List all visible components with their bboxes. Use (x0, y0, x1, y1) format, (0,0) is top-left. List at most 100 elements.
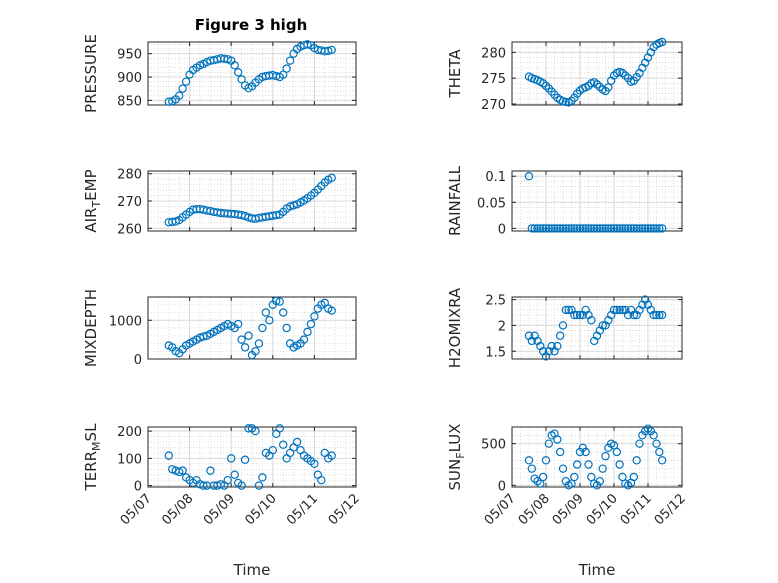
data-point (558, 321, 568, 330)
data-point (626, 224, 636, 233)
data-point (652, 439, 661, 448)
y-tick-label: 200 (117, 425, 142, 440)
x-tick-label: 05/11 (284, 491, 321, 528)
y-axis-label: PRESSURE (82, 34, 100, 113)
data-point (244, 331, 253, 340)
data-point (527, 464, 537, 473)
data-point (643, 224, 653, 233)
data-point (555, 447, 565, 457)
data-point (618, 224, 627, 233)
data-point (640, 426, 650, 436)
data-point (558, 464, 568, 473)
y-tick-label: 0 (134, 353, 142, 368)
data-point (327, 173, 336, 183)
x-tick-label: 05/09 (201, 491, 238, 528)
data-point (237, 481, 246, 490)
data-point (303, 327, 312, 337)
data-point (657, 37, 667, 47)
data-point (570, 310, 579, 320)
data-point (612, 305, 622, 315)
subplot-h2omixra: 1.5 2 2.5 H2OMIXRA (446, 287, 683, 368)
data-point (289, 201, 298, 210)
data-point (638, 431, 647, 440)
data-point (649, 42, 658, 52)
y-tick-label: 900 (117, 71, 142, 86)
y-tick-label: 950 (117, 48, 142, 63)
data-point (541, 81, 551, 91)
x-tick-label: 05/09 (550, 491, 587, 528)
data-point (592, 481, 602, 490)
data-point (324, 46, 333, 56)
data-point (268, 445, 277, 455)
data-point (237, 75, 246, 84)
data-point (646, 224, 656, 233)
data-point (561, 305, 571, 315)
figure-title: Figure 3 high (195, 16, 308, 34)
data-point (657, 224, 667, 233)
data-point (272, 296, 281, 306)
x-tick-label: 05/08 (159, 491, 196, 528)
data-point (575, 224, 585, 233)
data-point (558, 224, 568, 233)
data-point (230, 470, 239, 479)
data-point (615, 305, 624, 315)
data-point (649, 431, 658, 440)
y-tick-label: 275 (481, 72, 506, 87)
data-point (223, 475, 232, 485)
axes-box (511, 41, 683, 106)
data-point (544, 439, 554, 448)
data-point (655, 310, 664, 320)
data-point (530, 474, 539, 483)
data-point (638, 224, 647, 233)
data-point (587, 316, 596, 325)
y-tick-label: 0 (134, 480, 142, 495)
data-point (615, 460, 624, 469)
data-point (553, 224, 562, 233)
subplot-grid: 850 900 950 PRESSURE 270 275 280 THETA 260 270 280… (82, 34, 689, 579)
data-point (635, 224, 644, 233)
data-point (649, 224, 658, 233)
data-point (621, 71, 630, 80)
data-point (575, 447, 585, 457)
data-point (310, 312, 319, 321)
data-point (570, 472, 579, 482)
data-point (601, 224, 610, 233)
axes-box (147, 41, 357, 106)
data-point (655, 447, 664, 457)
data-point (199, 332, 208, 341)
y-axis-label: TERRMSL (82, 423, 103, 492)
data-point (178, 84, 187, 93)
data-point (587, 224, 596, 233)
data-point (258, 473, 267, 482)
data-point (541, 224, 551, 233)
data-point (584, 224, 593, 233)
data-point (652, 310, 661, 320)
data-point (635, 439, 644, 448)
y-axis-label: THETA (446, 49, 464, 99)
data-point (306, 319, 316, 329)
subplot-rainfall: 0 0.05 0.1 RAINFALL (446, 165, 683, 237)
data-point (555, 331, 565, 340)
subplot-terr-msl: 0 100 200 05/07 05/08 05/09 05/10 05/11 05/12 Tim… (82, 423, 363, 579)
data-point (285, 56, 295, 65)
data-point (623, 224, 633, 233)
data-point (618, 305, 627, 315)
data-point (533, 476, 542, 486)
data-point (244, 424, 253, 433)
data-point (612, 224, 622, 233)
data-point (572, 224, 582, 233)
data-point (530, 224, 539, 233)
data-point (541, 456, 551, 465)
data-point (655, 224, 664, 233)
data-point (581, 224, 590, 233)
x-tick-label: 05/10 (243, 491, 280, 528)
data-point (572, 310, 582, 320)
data-point (649, 310, 658, 320)
data-point (553, 435, 562, 444)
data-point (299, 335, 309, 344)
data-point (572, 460, 582, 469)
data-point (618, 68, 627, 78)
data-point (604, 224, 613, 233)
data-point (592, 224, 602, 233)
data-point (601, 451, 610, 461)
